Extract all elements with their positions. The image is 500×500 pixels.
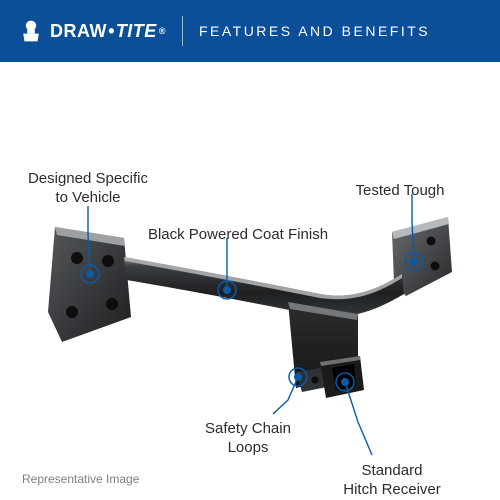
leader-line-loops [273, 377, 298, 414]
marker-dot-finish [223, 286, 231, 294]
header-bar: DRAW•TITE® FEATURES AND BENEFITS [0, 0, 500, 62]
footer-note: Representative Image [22, 472, 139, 486]
page: DRAW•TITE® FEATURES AND BENEFITS [0, 0, 500, 500]
marker-dot-tested [410, 258, 418, 266]
leader-line-designed [88, 206, 90, 274]
marker-dot-designed [86, 270, 94, 278]
registered-mark: ® [159, 26, 166, 36]
brand-prefix: DRAW [50, 21, 107, 42]
marker-dot-loops [294, 373, 302, 381]
leader-line-receiver [345, 382, 372, 455]
marker-dot-receiver [341, 378, 349, 386]
brand-wordmark: DRAW•TITE® [50, 21, 166, 42]
header-title: FEATURES AND BENEFITS [199, 23, 430, 39]
brand-dot-icon: • [108, 21, 115, 42]
hitch-ball-icon [18, 18, 44, 44]
brand-logo: DRAW•TITE® [18, 18, 166, 44]
leader-line-tested [412, 194, 414, 262]
diagram-body: Designed Specificto VehicleTested ToughB… [0, 62, 500, 476]
callout-overlay [0, 62, 500, 500]
header-divider [182, 16, 183, 46]
brand-suffix: TITE [116, 21, 157, 42]
